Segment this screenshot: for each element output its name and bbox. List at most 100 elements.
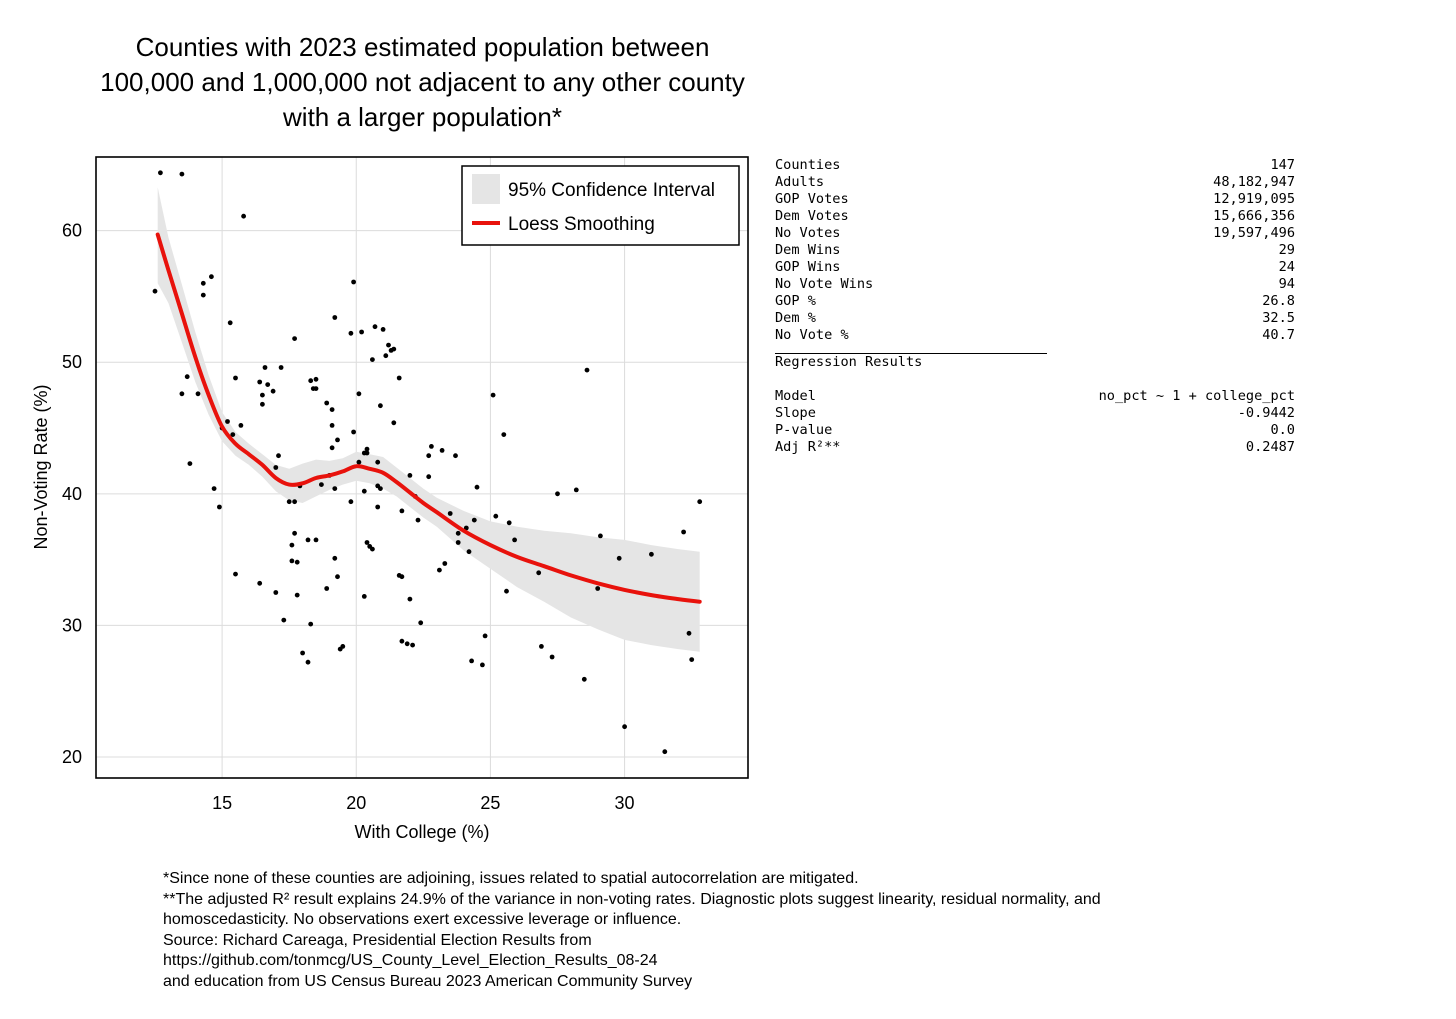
data-point xyxy=(573,487,579,493)
data-point xyxy=(442,561,448,566)
y-axis-label: Non-Voting Rate (%) xyxy=(31,384,51,549)
data-point xyxy=(332,486,338,491)
data-point xyxy=(158,170,163,176)
regression-label: Model xyxy=(775,388,816,404)
data-point xyxy=(152,288,158,294)
stat-row: GOP Votes 12,919,095 xyxy=(775,191,1295,208)
stat-label: GOP Votes xyxy=(775,191,849,207)
data-point xyxy=(418,620,424,626)
data-point xyxy=(681,529,686,535)
data-point xyxy=(265,382,271,387)
data-point xyxy=(581,676,587,682)
data-point xyxy=(455,540,461,545)
stat-row: GOP % 26.8 xyxy=(775,293,1295,310)
data-point xyxy=(225,419,230,424)
stat-label: Dem % xyxy=(775,310,816,326)
stat-value: 48,182,947 xyxy=(1213,174,1295,190)
footnote-line: **The adjusted R² result explains 24.9% … xyxy=(163,890,1101,908)
data-point xyxy=(447,511,453,516)
data-point xyxy=(407,473,413,478)
data-point xyxy=(200,280,206,286)
confidence-band xyxy=(157,187,700,652)
stat-value: 147 xyxy=(1270,157,1295,173)
data-point xyxy=(260,392,265,398)
data-point xyxy=(308,378,314,384)
data-point xyxy=(595,586,601,591)
data-point xyxy=(289,542,295,548)
data-point xyxy=(429,444,434,449)
x-tick-label: 15 xyxy=(212,793,232,813)
stat-row: Adults 48,182,947 xyxy=(775,174,1295,191)
data-point xyxy=(399,508,405,514)
data-point xyxy=(364,450,370,456)
stats-spacer xyxy=(775,371,1295,388)
data-point xyxy=(257,379,263,385)
regression-label: P-value xyxy=(775,422,833,438)
data-point xyxy=(305,537,311,543)
regression-value: no_pct ~ 1 + college_pct xyxy=(1098,388,1295,404)
data-point xyxy=(230,432,236,437)
plot-frame xyxy=(95,156,749,779)
data-point xyxy=(501,432,507,437)
confidence-band-layer xyxy=(157,187,700,652)
data-point xyxy=(453,453,458,459)
data-point xyxy=(361,488,367,494)
stat-value: 32.5 xyxy=(1262,310,1295,326)
data-point xyxy=(319,482,324,487)
data-point xyxy=(217,504,222,510)
y-tick-label: 20 xyxy=(62,747,82,767)
data-point xyxy=(375,459,381,465)
data-point xyxy=(270,388,276,394)
data-point xyxy=(662,749,668,755)
data-point xyxy=(512,537,517,543)
footnotes: *Since none of these counties are adjoin… xyxy=(163,869,1101,992)
stat-label: GOP Wins xyxy=(775,259,841,275)
data-point xyxy=(506,520,512,526)
stat-value: 19,597,496 xyxy=(1213,225,1295,241)
data-point xyxy=(211,486,217,491)
data-point xyxy=(359,329,364,335)
regression-row: Slope -0.9442 xyxy=(775,405,1295,422)
data-point xyxy=(697,499,703,505)
stats-divider xyxy=(775,344,1047,354)
data-point xyxy=(329,423,335,428)
data-point xyxy=(480,662,485,668)
data-point xyxy=(378,403,383,409)
y-tick-label: 40 xyxy=(62,484,82,504)
data-point xyxy=(324,586,330,591)
stat-value: 26.8 xyxy=(1262,293,1295,309)
data-point xyxy=(622,724,627,730)
data-point xyxy=(238,423,244,428)
data-point xyxy=(179,391,185,397)
data-point xyxy=(471,517,477,523)
data-point xyxy=(227,320,233,326)
data-point xyxy=(380,327,386,332)
stat-label: Counties xyxy=(775,157,841,173)
data-point xyxy=(407,596,413,602)
grid-lines xyxy=(96,157,748,778)
data-point xyxy=(404,641,410,647)
data-point xyxy=(351,429,356,435)
regression-label: Slope xyxy=(775,405,816,421)
data-point xyxy=(276,453,281,459)
data-point xyxy=(370,357,375,362)
loess-line-layer xyxy=(155,232,702,604)
stat-label: Adults xyxy=(775,174,825,190)
data-point xyxy=(324,400,330,406)
legend-band-swatch xyxy=(472,174,500,204)
data-point xyxy=(281,617,287,623)
stat-row: Dem Votes 15,666,356 xyxy=(775,208,1295,225)
data-point xyxy=(536,570,542,576)
stat-value: 40.7 xyxy=(1262,327,1295,343)
stat-label: Dem Votes xyxy=(775,208,849,224)
data-point xyxy=(493,513,499,519)
data-point xyxy=(482,633,488,639)
data-point xyxy=(308,621,314,627)
data-point xyxy=(348,330,354,336)
regression-row: P-value 0.0 xyxy=(775,422,1295,439)
chart-title-line: 100,000 and 1,000,000 not adjacent to an… xyxy=(100,67,745,97)
data-point xyxy=(351,279,356,285)
x-tick-label: 25 xyxy=(480,793,500,813)
data-point xyxy=(689,657,695,662)
data-point xyxy=(292,499,297,505)
